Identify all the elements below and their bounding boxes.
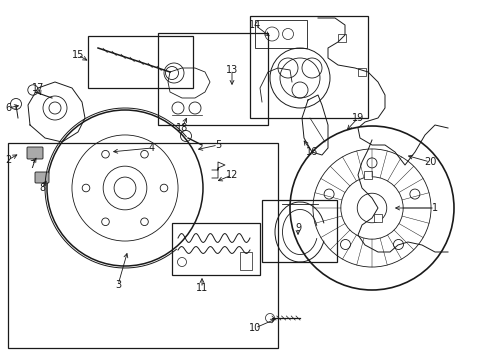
Text: 17: 17 — [32, 83, 44, 93]
Text: 9: 9 — [295, 223, 301, 233]
Text: 6: 6 — [5, 103, 11, 113]
Text: 8: 8 — [39, 183, 45, 193]
Bar — [338, 34, 346, 42]
FancyBboxPatch shape — [35, 172, 49, 183]
Bar — [240, 252, 252, 270]
Text: 7: 7 — [29, 160, 35, 170]
Text: 20: 20 — [424, 157, 436, 167]
FancyBboxPatch shape — [27, 147, 43, 159]
Text: 10: 10 — [249, 323, 261, 333]
Text: 16: 16 — [306, 147, 318, 157]
Text: 14: 14 — [249, 20, 261, 30]
Bar — [88, 36, 193, 88]
Text: 1: 1 — [432, 203, 438, 213]
Text: 18: 18 — [176, 123, 188, 133]
Bar — [364, 171, 372, 179]
Bar — [358, 68, 366, 76]
Text: 2: 2 — [5, 155, 11, 165]
Text: 12: 12 — [226, 170, 238, 180]
Bar — [8, 143, 278, 348]
Text: 4: 4 — [149, 143, 155, 153]
Text: 13: 13 — [226, 65, 238, 75]
Bar — [250, 16, 368, 118]
Bar — [255, 20, 307, 48]
Text: 3: 3 — [115, 280, 121, 290]
Text: 5: 5 — [215, 140, 221, 150]
Text: 15: 15 — [72, 50, 84, 60]
Bar — [158, 33, 268, 125]
Bar — [172, 223, 260, 275]
Bar — [262, 200, 337, 262]
Bar — [374, 214, 382, 222]
Text: 19: 19 — [352, 113, 364, 123]
Text: 11: 11 — [196, 283, 208, 293]
